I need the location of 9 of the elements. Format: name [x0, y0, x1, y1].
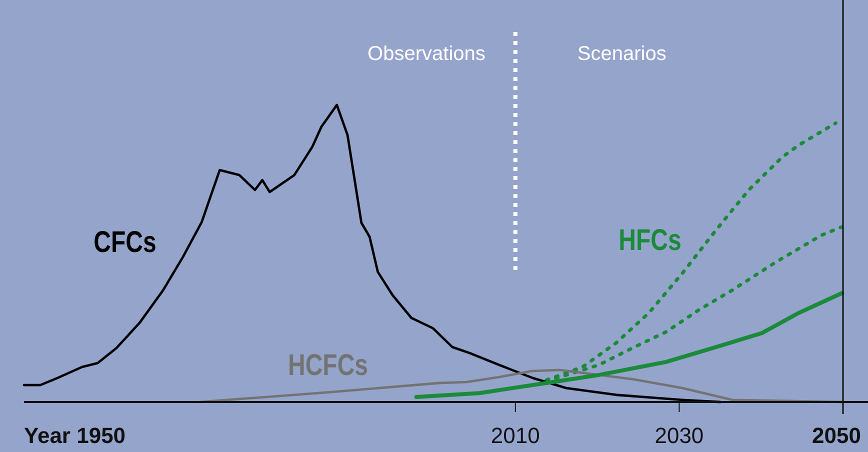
- text: Scenarios: [577, 43, 666, 65]
- x-tick-label: Year 1950: [24, 423, 126, 448]
- x-tick-label: 2030: [654, 423, 704, 448]
- series-label: HCFCs: [288, 347, 368, 382]
- x-tick-label: 2050: [812, 423, 861, 448]
- x-tick-label: 2010: [490, 423, 540, 448]
- series-label: CFCs: [94, 224, 156, 259]
- text: Observations: [368, 43, 486, 65]
- text: HFCs: [618, 222, 682, 257]
